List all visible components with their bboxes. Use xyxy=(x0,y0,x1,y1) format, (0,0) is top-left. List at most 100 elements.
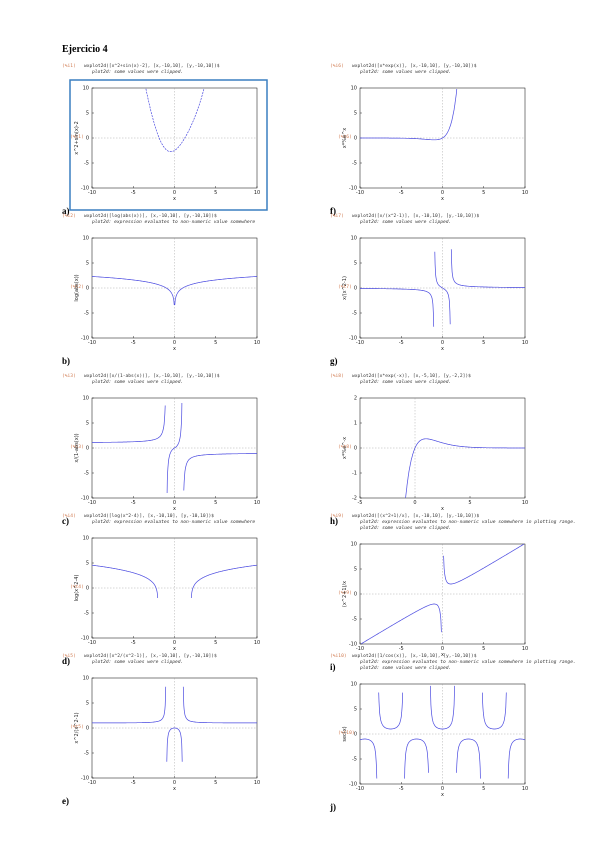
x-tick-label: 10 xyxy=(254,780,260,786)
x-tick-label: 0 xyxy=(173,780,176,786)
y-tick-label: 0 xyxy=(354,136,357,142)
output-label: (%t5) xyxy=(70,724,84,730)
x-tick-label: 10 xyxy=(522,190,528,196)
x-tick-label: 0 xyxy=(441,646,444,652)
y-tick-label: 5 xyxy=(354,261,357,267)
x-tick-label: 5 xyxy=(482,646,485,652)
command: wxplot2d([1/cos(x)], [x,-10,10], [y,-10,… xyxy=(352,653,477,659)
output-label: (%t6) xyxy=(338,134,352,140)
panel-label: j) xyxy=(329,802,336,812)
y-label: sec(x) xyxy=(342,726,348,741)
y-tick-label: 5 xyxy=(86,261,89,267)
command: wxplot2d([x/(x^2-1)], [x,-10,10], [y,-10… xyxy=(352,213,479,219)
x-tick-label: -10 xyxy=(88,340,96,346)
x-label: x xyxy=(441,196,444,202)
y-tick-label: -10 xyxy=(81,496,89,502)
x-label: x xyxy=(173,786,176,792)
prompt: (%i8) xyxy=(330,373,344,379)
command: wxplot2d([x*exp(x)], [x,-10,10], [y,-10,… xyxy=(352,63,477,69)
x-tick-label: 0 xyxy=(413,500,416,506)
x-tick-label: 10 xyxy=(254,500,260,506)
y-tick-label: -10 xyxy=(349,782,357,788)
y-tick-label: -10 xyxy=(349,186,357,192)
y-tick-label: 2 xyxy=(354,396,357,402)
y-tick-label: 5 xyxy=(354,111,357,117)
y-tick-label: -5 xyxy=(84,611,89,617)
y-tick-label: 0 xyxy=(86,446,89,452)
x-tick-label: 5 xyxy=(482,786,485,792)
message: plot2d: some values were clipped. xyxy=(92,69,183,75)
x-label: x xyxy=(441,506,444,512)
message: plot2d: some values were clipped. xyxy=(360,219,451,225)
x-tick-label: 10 xyxy=(522,786,528,792)
x-tick-label: 5 xyxy=(214,340,217,346)
prompt: (%i9) xyxy=(330,513,344,519)
panel-label: e) xyxy=(62,796,69,806)
output-label: (%t9) xyxy=(338,590,352,596)
command: wxplot2d([x^2+sin(x)-2], [x,-10,10], [y,… xyxy=(84,63,220,69)
x-tick-label: 5 xyxy=(468,500,471,506)
y-tick-label: 10 xyxy=(351,682,357,688)
x-tick-label: 10 xyxy=(254,340,260,346)
y-tick-label: 10 xyxy=(351,542,357,548)
y-label: log(abs(x)) xyxy=(74,274,80,301)
curve xyxy=(405,438,525,498)
command: wxplot2d([log(x^2-4)], [x,-10,10], [y,-1… xyxy=(84,513,214,519)
y-label: x/(1-abs(x)) xyxy=(74,433,80,462)
panel-label: h) xyxy=(330,516,338,526)
message: plot2d: expression evaluates to non-nume… xyxy=(360,519,576,525)
prompt: (%i4) xyxy=(62,513,76,519)
x-tick-label: -5 xyxy=(399,786,404,792)
x-tick-label: 0 xyxy=(441,786,444,792)
x-tick-label: 5 xyxy=(214,500,217,506)
prompt: (%i7) xyxy=(330,213,344,219)
panel-label: i) xyxy=(330,662,336,672)
y-tick-label: -5 xyxy=(352,161,357,167)
x-label: x xyxy=(441,346,444,352)
panel-label: c) xyxy=(62,516,69,526)
y-tick-label: -5 xyxy=(84,751,89,757)
x-tick-label: -5 xyxy=(399,190,404,196)
command: wxplot2d([x*exp(-x)], [x,-5,10], [y,-2,2… xyxy=(352,373,471,379)
x-label: x xyxy=(441,792,444,798)
output-label: (%t3) xyxy=(70,444,84,450)
command: wxplot2d([log(abs(x))], [x,-10,10], [y,-… xyxy=(84,213,217,219)
y-tick-label: 10 xyxy=(351,86,357,92)
x-tick-label: 10 xyxy=(522,340,528,346)
y-tick-label: 0 xyxy=(86,286,89,292)
y-tick-label: 0 xyxy=(86,136,89,142)
y-label: log(x^2-4) xyxy=(74,575,80,602)
x-tick-label: 10 xyxy=(254,640,260,646)
y-label: x^2/(x^2-1) xyxy=(74,712,80,743)
y-tick-label: 0 xyxy=(86,726,89,732)
prompt: (%i6) xyxy=(330,63,344,69)
curve xyxy=(92,564,257,599)
x-label: x xyxy=(173,346,176,352)
y-tick-label: -10 xyxy=(349,336,357,342)
x-tick-label: 10 xyxy=(522,500,528,506)
x-tick-label: 5 xyxy=(214,640,217,646)
y-tick-label: 0 xyxy=(354,592,357,598)
x-tick-label: -5 xyxy=(131,340,136,346)
y-tick-label: -2 xyxy=(352,496,357,502)
x-tick-label: 10 xyxy=(522,646,528,652)
y-tick-label: 0 xyxy=(86,586,89,592)
y-tick-label: -5 xyxy=(84,161,89,167)
curve xyxy=(145,88,205,153)
curve xyxy=(359,685,526,779)
x-tick-label: 0 xyxy=(173,500,176,506)
y-tick-label: 5 xyxy=(354,567,357,573)
y-tick-label: 5 xyxy=(86,421,89,427)
prompt: (%i5) xyxy=(62,653,76,659)
message: plot2d: some values were clipped. xyxy=(360,69,451,75)
curve xyxy=(360,543,525,645)
y-tick-label: 10 xyxy=(83,676,89,682)
message: plot2d: expression evaluates to non-nume… xyxy=(92,219,255,225)
curve xyxy=(92,276,257,306)
x-tick-label: -5 xyxy=(131,780,136,786)
output-label: (%t1) xyxy=(70,134,84,140)
y-tick-label: 0 xyxy=(354,732,357,738)
y-label: x*%e^x xyxy=(342,128,348,148)
x-tick-label: 5 xyxy=(214,780,217,786)
